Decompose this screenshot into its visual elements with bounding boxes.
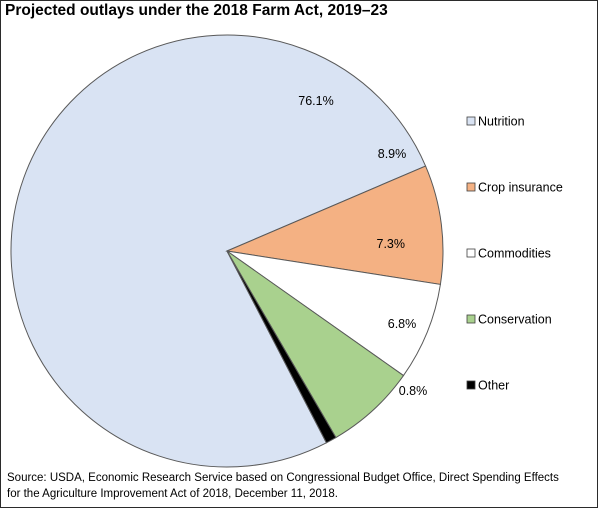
pie-slice-crop-insurance <box>225 165 444 286</box>
slice-label-other: 0.8% <box>399 384 428 398</box>
legend-swatch-commodities <box>466 248 476 258</box>
slice-label-nutrition: 76.1% <box>298 94 333 108</box>
pie-slice-commodities <box>226 250 441 377</box>
legend-label-nutrition: Nutrition <box>478 115 525 129</box>
chart-title: Projected outlays under the 2018 Farm Ac… <box>5 2 388 19</box>
slice-label-crop-insurance: 8.9% <box>378 147 407 161</box>
pie-chart: 76.1% 8.9% 7.3% 6.8% 0.8% Nutrition Crop insu… <box>10 34 563 468</box>
legend-label-crop-insurance: Crop insurance <box>478 181 563 195</box>
pie-slice-other <box>226 250 337 444</box>
legend-label-conservation: Conservation <box>478 313 552 327</box>
source-note: Source: USDA, Economic Research Service … <box>7 470 592 502</box>
legend-swatch-conservation <box>466 314 476 324</box>
slice-label-conservation: 6.8% <box>388 317 417 331</box>
legend-swatch-other <box>466 380 476 390</box>
source-line-2: for the Agriculture Improvement Act of 2… <box>7 488 338 500</box>
legend-label-other: Other <box>478 379 509 393</box>
legend-swatch-nutrition <box>466 116 476 126</box>
slice-label-commodities: 7.3% <box>377 237 406 251</box>
pie-slice-nutrition <box>10 34 427 468</box>
legend-label-commodities: Commodities <box>478 247 551 261</box>
source-line-1: Source: USDA, Economic Research Service … <box>7 472 559 484</box>
legend-swatch-crop-insurance <box>466 182 476 192</box>
